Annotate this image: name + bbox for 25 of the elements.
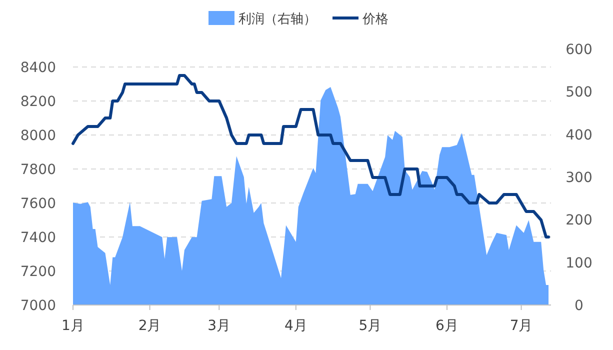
line-series	[72, 74, 550, 238]
y2-tick-label: 0	[574, 298, 584, 314]
legend-label: 利润（右轴）	[238, 12, 316, 27]
x-tick-label: 1月	[62, 318, 84, 334]
y-tick-label: 8000	[20, 128, 56, 144]
x-tick-label: 2月	[138, 318, 162, 334]
x-tick-label: 6月	[436, 318, 458, 334]
y2-tick-label: 300	[566, 170, 592, 186]
legend-label: 价格	[362, 12, 388, 27]
y2-tick-label: 200	[566, 212, 592, 229]
x-tick-label: 4月	[284, 318, 308, 334]
y-tick-label: 7600	[20, 196, 56, 212]
y2-tick-label: 400	[566, 127, 592, 144]
y-tick-label: 7000	[20, 298, 56, 314]
y2-tick-label: 100	[566, 255, 592, 272]
y2-tick-label: 500	[566, 84, 592, 101]
x-tick-label: 3月	[208, 318, 231, 334]
y-tick-label: 8400	[20, 60, 56, 76]
x-tick-label: 7月	[510, 318, 533, 334]
y-tick-label: 7400	[20, 230, 56, 246]
y2-tick-label: 600	[566, 42, 592, 58]
x-tick-label: 5月	[358, 318, 382, 334]
y-tick-label: 7800	[20, 162, 56, 178]
y-tick-label: 8200	[20, 94, 56, 110]
y-tick-label: 7200	[20, 264, 56, 280]
